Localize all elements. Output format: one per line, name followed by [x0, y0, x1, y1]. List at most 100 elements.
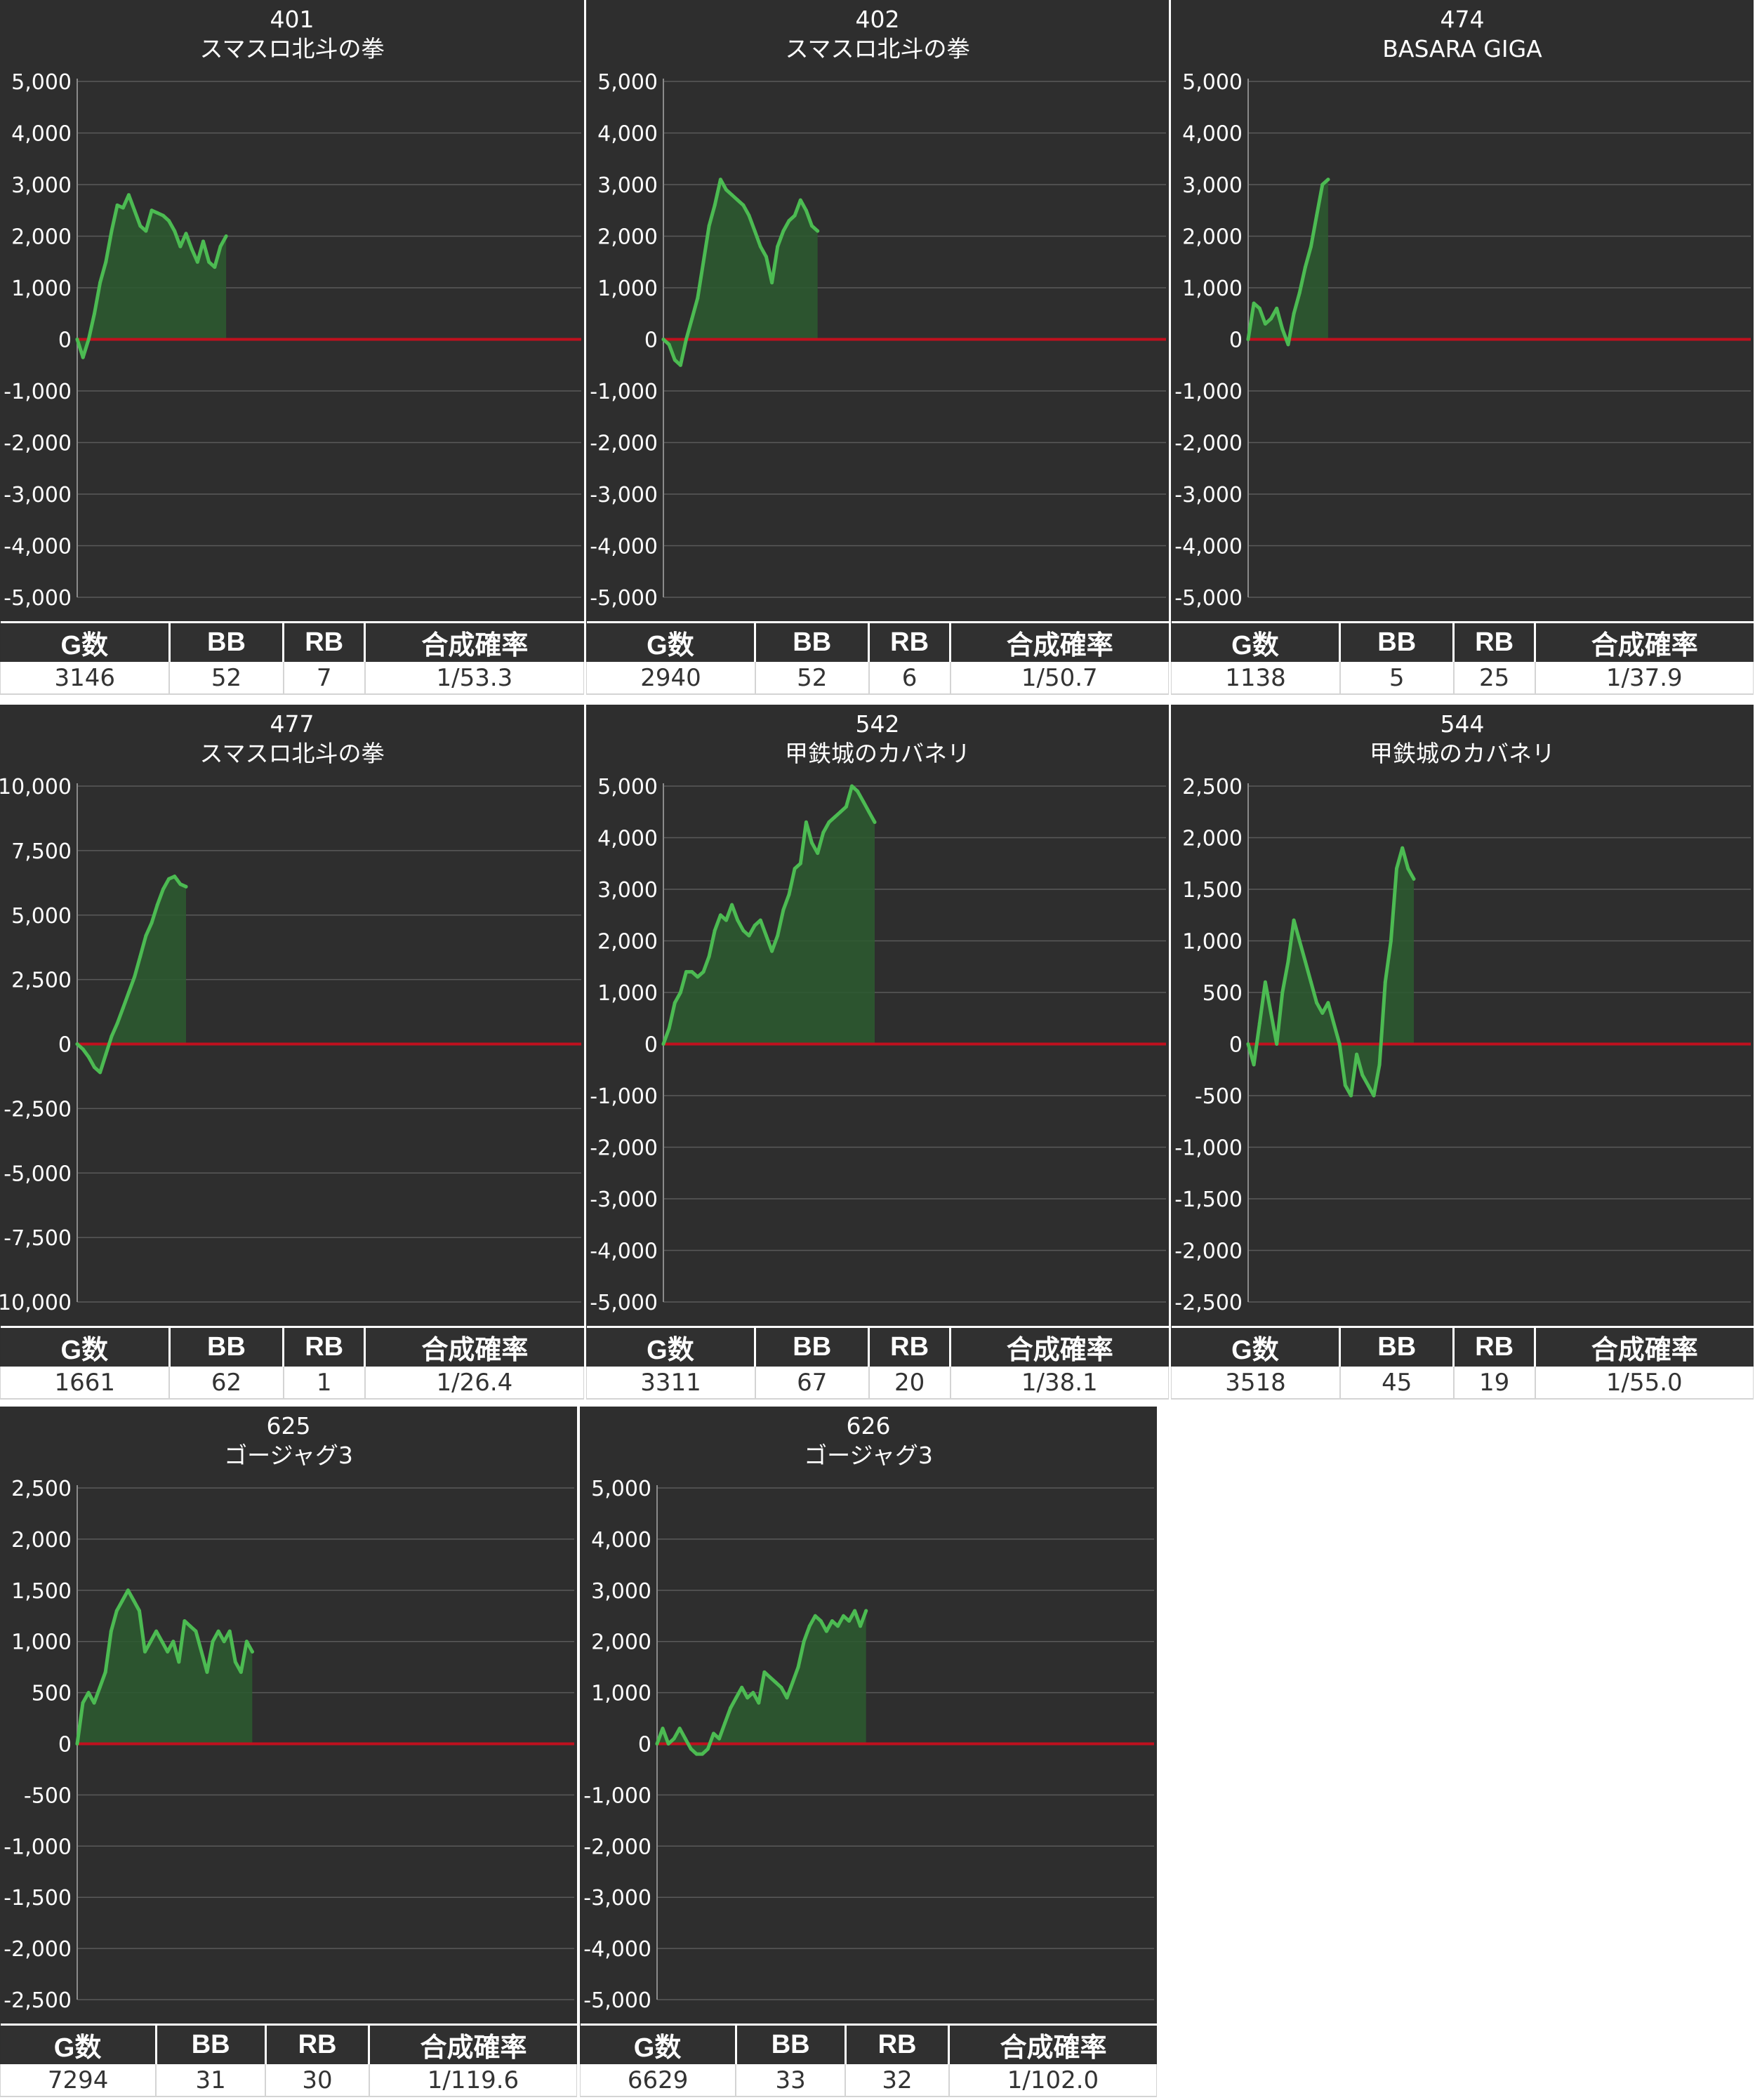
data-point — [819, 1619, 823, 1623]
area-fill — [663, 179, 818, 366]
data-point — [1263, 980, 1267, 984]
y-tick-label: -2,000 — [590, 432, 658, 456]
data-point — [216, 1629, 220, 1633]
data-point — [741, 929, 746, 933]
data-point — [126, 1588, 130, 1593]
data-point — [762, 1670, 767, 1674]
data-point — [1246, 1042, 1250, 1046]
data-point — [244, 1640, 249, 1644]
line-chart: 10,000 7,500 5,000 2,500 0 -2,500 -5,000 -7,500… — [0, 775, 581, 1315]
y-tick-label: 1,500 — [1182, 878, 1243, 903]
y-tick-label: -2,500 — [4, 1097, 72, 1122]
machine-number: 477 — [270, 710, 314, 738]
y-tick-label: -2,000 — [590, 1136, 658, 1161]
y-tick-label: -3,000 — [4, 483, 72, 507]
data-point — [747, 213, 751, 218]
y-tick-label: 10,000 — [0, 775, 72, 799]
data-point — [218, 244, 223, 248]
data-point — [1303, 959, 1307, 964]
y-tick-label: 4,000 — [597, 122, 658, 147]
y-tick-label: 3,000 — [597, 173, 658, 198]
data-point — [753, 924, 757, 927]
data-point — [746, 1696, 750, 1700]
prob-header: 合成確率 — [1534, 1326, 1754, 1367]
rb-value: 6 — [868, 662, 951, 695]
y-tick-label: 1,000 — [11, 1630, 72, 1655]
data-point — [768, 1675, 772, 1680]
data-point — [673, 358, 677, 362]
y-tick-label: 4,000 — [597, 827, 658, 851]
machine-name: ゴージャグ3 — [224, 1442, 353, 1469]
y-tick-label: 5,000 — [11, 904, 72, 929]
data-point — [701, 260, 706, 264]
rb-value: 7 — [282, 662, 365, 695]
data-point — [1360, 1073, 1365, 1077]
machine-number: 402 — [855, 6, 900, 33]
data-point — [133, 975, 137, 979]
data-point — [867, 810, 871, 814]
prob-header: 合成確率 — [1534, 621, 1754, 662]
prob-value: 1/55.0 — [1534, 1367, 1754, 1400]
data-point — [713, 203, 717, 207]
machine-number: 401 — [270, 6, 314, 33]
y-tick-label: 0 — [638, 1733, 651, 1757]
data-point — [790, 1680, 795, 1684]
data-point — [787, 892, 791, 896]
data-point — [1269, 1011, 1273, 1015]
y-tick-label: -500 — [24, 1783, 72, 1808]
data-point — [804, 820, 808, 824]
data-point — [1303, 265, 1307, 270]
data-point — [1309, 980, 1313, 984]
data-point — [830, 1619, 834, 1623]
machine-name: 甲鉄城のカバネリ — [1370, 740, 1555, 767]
data-point — [751, 1691, 755, 1695]
bb-header: BB — [1339, 1326, 1454, 1367]
data-point — [718, 178, 722, 182]
data-point — [712, 1732, 715, 1736]
y-tick-label: -1,000 — [1174, 1136, 1243, 1161]
y-tick-label: 0 — [58, 328, 72, 353]
data-point — [1395, 867, 1398, 871]
y-tick-label: -2,000 — [4, 432, 72, 456]
y-tick-label: 0 — [58, 1733, 72, 1757]
data-point — [154, 1629, 159, 1633]
y-tick-label: -5,000 — [4, 586, 72, 611]
bb-value: 52 — [754, 662, 869, 695]
data-point — [1292, 918, 1296, 922]
data-point — [694, 1752, 698, 1756]
y-tick-label: -4,000 — [4, 535, 72, 559]
data-point — [120, 1598, 124, 1602]
rb-header: RB — [282, 621, 365, 662]
prob-value: 1/26.4 — [364, 1367, 584, 1400]
y-tick-label: 0 — [58, 1033, 72, 1058]
data-point — [785, 1696, 789, 1700]
data-point — [1389, 939, 1393, 943]
data-point — [98, 281, 102, 285]
data-point — [842, 1614, 845, 1618]
games-header: G数 — [580, 2023, 736, 2064]
chart-panel-625: 625 ゴージャグ3 2,500 2,000 1,500 1,000 500 0 -500 -… — [0, 1407, 577, 2097]
data-point — [143, 1649, 147, 1654]
rb-value: 19 — [1452, 1367, 1535, 1400]
games-value: 2940 — [585, 662, 755, 695]
data-point — [110, 1035, 114, 1038]
data-point — [1297, 939, 1302, 943]
data-point — [150, 921, 154, 925]
data-point — [758, 244, 762, 248]
games-value: 3518 — [1170, 1367, 1340, 1400]
data-point — [781, 908, 786, 912]
data-point — [673, 1001, 677, 1005]
y-tick-label: -1,000 — [590, 380, 658, 404]
bb-value: 62 — [168, 1367, 284, 1400]
games-value: 3311 — [585, 1367, 755, 1400]
data-point — [178, 244, 183, 248]
data-point — [155, 903, 159, 907]
data-point — [199, 1649, 204, 1654]
series-line — [1246, 846, 1416, 1098]
machine-name: スマスロ北斗の拳 — [785, 35, 970, 62]
stats-table: G数 BB RB 合成確率 1661 62 1 1/26.4 — [0, 1326, 584, 1400]
data-point — [736, 918, 740, 922]
y-tick-label: 2,500 — [11, 969, 72, 993]
y-tick-label: 0 — [644, 1033, 658, 1058]
data-point — [1332, 1021, 1336, 1025]
